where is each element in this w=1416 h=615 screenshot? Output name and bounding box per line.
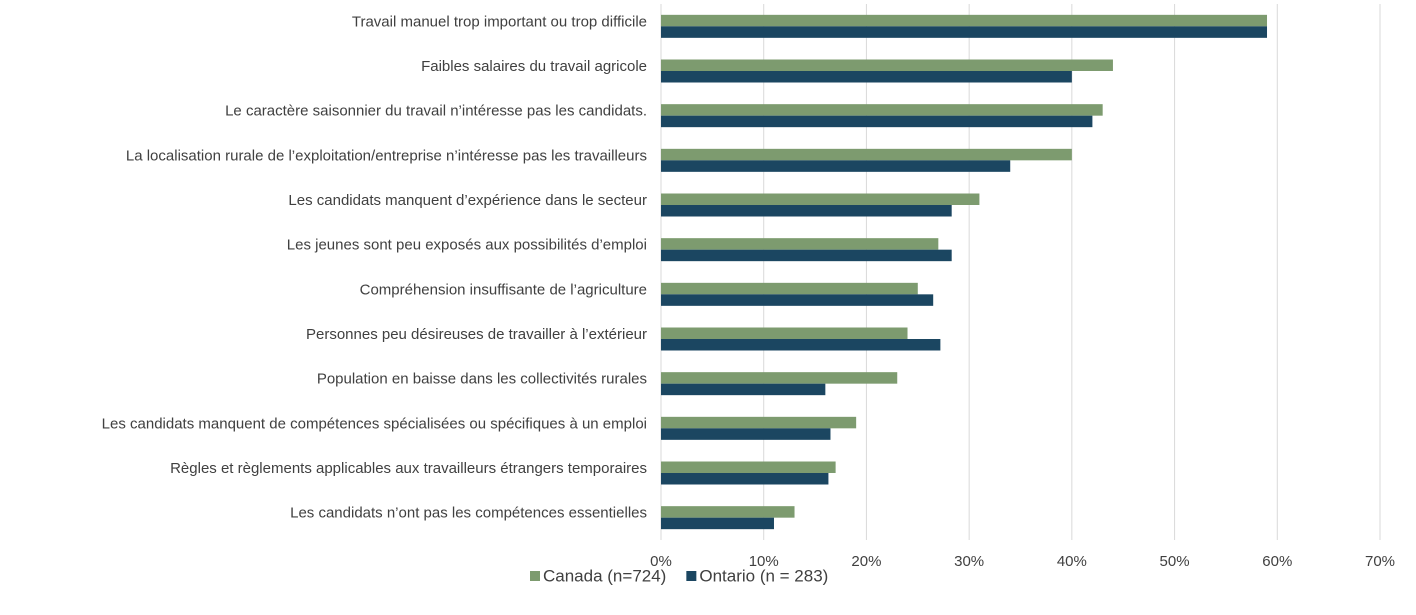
category-label: Les candidats manquent d’expérience dans… — [288, 192, 647, 209]
bar — [661, 294, 934, 306]
category-label: Règles et règlements applicables aux tra… — [170, 460, 647, 477]
bar — [661, 461, 836, 473]
x-tick-label: 50% — [1160, 553, 1190, 570]
legend-swatch — [686, 571, 697, 581]
category-label: Les candidats n’ont pas les compétences … — [290, 505, 647, 522]
bar — [661, 193, 980, 205]
bar — [661, 339, 941, 351]
bar — [661, 14, 1268, 27]
bar — [661, 205, 952, 217]
category-label: Population en baisse dans les collectivi… — [317, 371, 647, 388]
x-tick-label: 20% — [851, 553, 881, 570]
x-tick-label: 10% — [749, 553, 779, 570]
bar — [661, 282, 918, 295]
category-label: Les jeunes sont peu exposés aux possibil… — [287, 237, 647, 254]
x-tick-label: 60% — [1262, 553, 1292, 570]
bar — [661, 383, 826, 396]
legend-label: Canada (n=724) — [543, 566, 666, 585]
category-label: Travail manuel trop important ou trop di… — [352, 13, 647, 30]
bar — [661, 71, 1072, 83]
category-label: Personnes peu désireuses de travailler à… — [306, 326, 647, 343]
bar — [661, 372, 898, 384]
x-tick-label: 70% — [1365, 553, 1395, 570]
bar — [661, 473, 829, 485]
bar — [661, 148, 1072, 161]
category-label: Le caractère saisonnier du travail n’int… — [225, 103, 647, 120]
category-label: La localisation rurale de l’exploitation… — [126, 147, 647, 164]
bar — [661, 506, 795, 518]
x-tick-label: 40% — [1057, 553, 1087, 570]
bar — [661, 428, 831, 440]
category-label: Les candidats manquent de compétences sp… — [102, 415, 647, 432]
legend-swatch — [530, 571, 540, 581]
legend-label: Ontario (n = 283) — [699, 566, 828, 585]
bar — [661, 160, 1011, 172]
bar — [661, 249, 952, 262]
category-label: Compréhension insuffisante de l’agricult… — [360, 281, 647, 298]
bar — [661, 327, 908, 339]
bar — [661, 104, 1103, 116]
bar — [661, 416, 857, 429]
bar — [661, 26, 1268, 38]
x-tick-label: 0% — [650, 553, 672, 570]
bar — [661, 59, 1113, 71]
x-tick-label: 30% — [954, 553, 984, 570]
bar — [661, 115, 1093, 128]
bar — [661, 238, 939, 250]
category-label: Faibles salaires du travail agricole — [421, 58, 647, 75]
bar — [661, 517, 774, 530]
